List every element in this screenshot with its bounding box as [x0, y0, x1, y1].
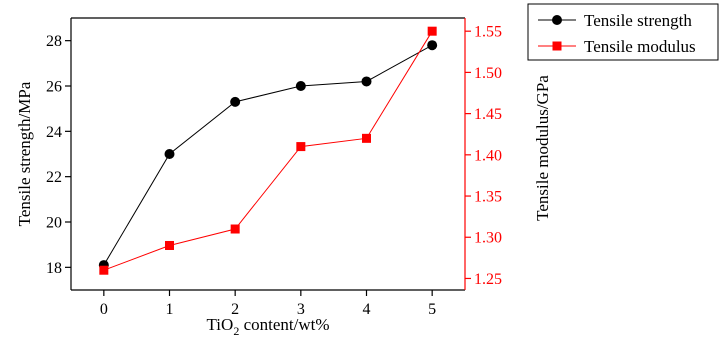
- series-markers: [98, 26, 438, 275]
- right-y-axis: 1.25 1.30 1.35 1.40 1.45 1.50 1.55: [465, 24, 502, 288]
- legend-circle-marker: [552, 15, 562, 25]
- modulus-point: [165, 240, 174, 250]
- left-y-axis-label: Tensile strength/MPa: [15, 81, 34, 226]
- right-y-tick-label: 1.45: [474, 106, 502, 123]
- x-tick-label: 4: [363, 301, 371, 318]
- legend-square-marker: [552, 41, 562, 51]
- left-y-tick-label: 20: [46, 215, 62, 232]
- left-y-axis: 18 20 22 24 26 28: [46, 33, 71, 277]
- series-line-tensile-strength: [103, 44, 433, 266]
- strength-point: [427, 40, 438, 51]
- x-tick-label: 5: [428, 301, 436, 318]
- modulus-point: [296, 142, 306, 152]
- x-axis: 0 1 2 3 4 5: [100, 290, 436, 318]
- legend-item: Tensile modulus: [538, 37, 696, 56]
- x-tick-label: 3: [297, 301, 305, 318]
- right-y-tick-label: 1.50: [474, 65, 502, 82]
- legend-box: [527, 3, 719, 61]
- x-axis-label: TiO2 content/wt%: [207, 315, 330, 338]
- x-tick-label: 1: [166, 301, 174, 318]
- modulus-point: [362, 133, 371, 143]
- right-y-tick-label: 1.25: [474, 271, 502, 288]
- left-y-tick-label: 26: [46, 79, 62, 96]
- left-y-tick-label: 28: [46, 33, 62, 50]
- right-y-axis-label: Tensile modulus/GPa: [533, 75, 552, 221]
- strength-point: [164, 149, 175, 159]
- left-y-tick-label: 24: [46, 124, 62, 141]
- legend-label: Tensile strength: [584, 11, 692, 30]
- strength-point: [361, 76, 372, 87]
- left-y-tick-label: 22: [46, 169, 62, 186]
- legend: Tensile strength Tensile modulus: [527, 3, 719, 61]
- legend-item: Tensile strength: [538, 11, 692, 30]
- right-y-tick-label: 1.30: [474, 230, 502, 247]
- modulus-point: [427, 26, 437, 36]
- strength-point: [230, 96, 241, 107]
- right-y-tick-label: 1.40: [474, 147, 502, 164]
- right-y-tick-label: 1.35: [474, 189, 502, 206]
- left-y-tick-label: 18: [46, 260, 62, 277]
- series-line-tensile-modulus: [103, 30, 433, 271]
- x-tick-label: 0: [100, 301, 108, 318]
- x-tick-label: 2: [231, 301, 239, 318]
- modulus-point: [99, 265, 109, 275]
- modulus-point: [230, 224, 240, 234]
- legend-label: Tensile modulus: [584, 37, 696, 56]
- series-lines: [103, 30, 433, 271]
- strength-point: [295, 81, 306, 91]
- plot-frame: [70, 17, 466, 291]
- right-y-tick-label: 1.55: [474, 24, 502, 41]
